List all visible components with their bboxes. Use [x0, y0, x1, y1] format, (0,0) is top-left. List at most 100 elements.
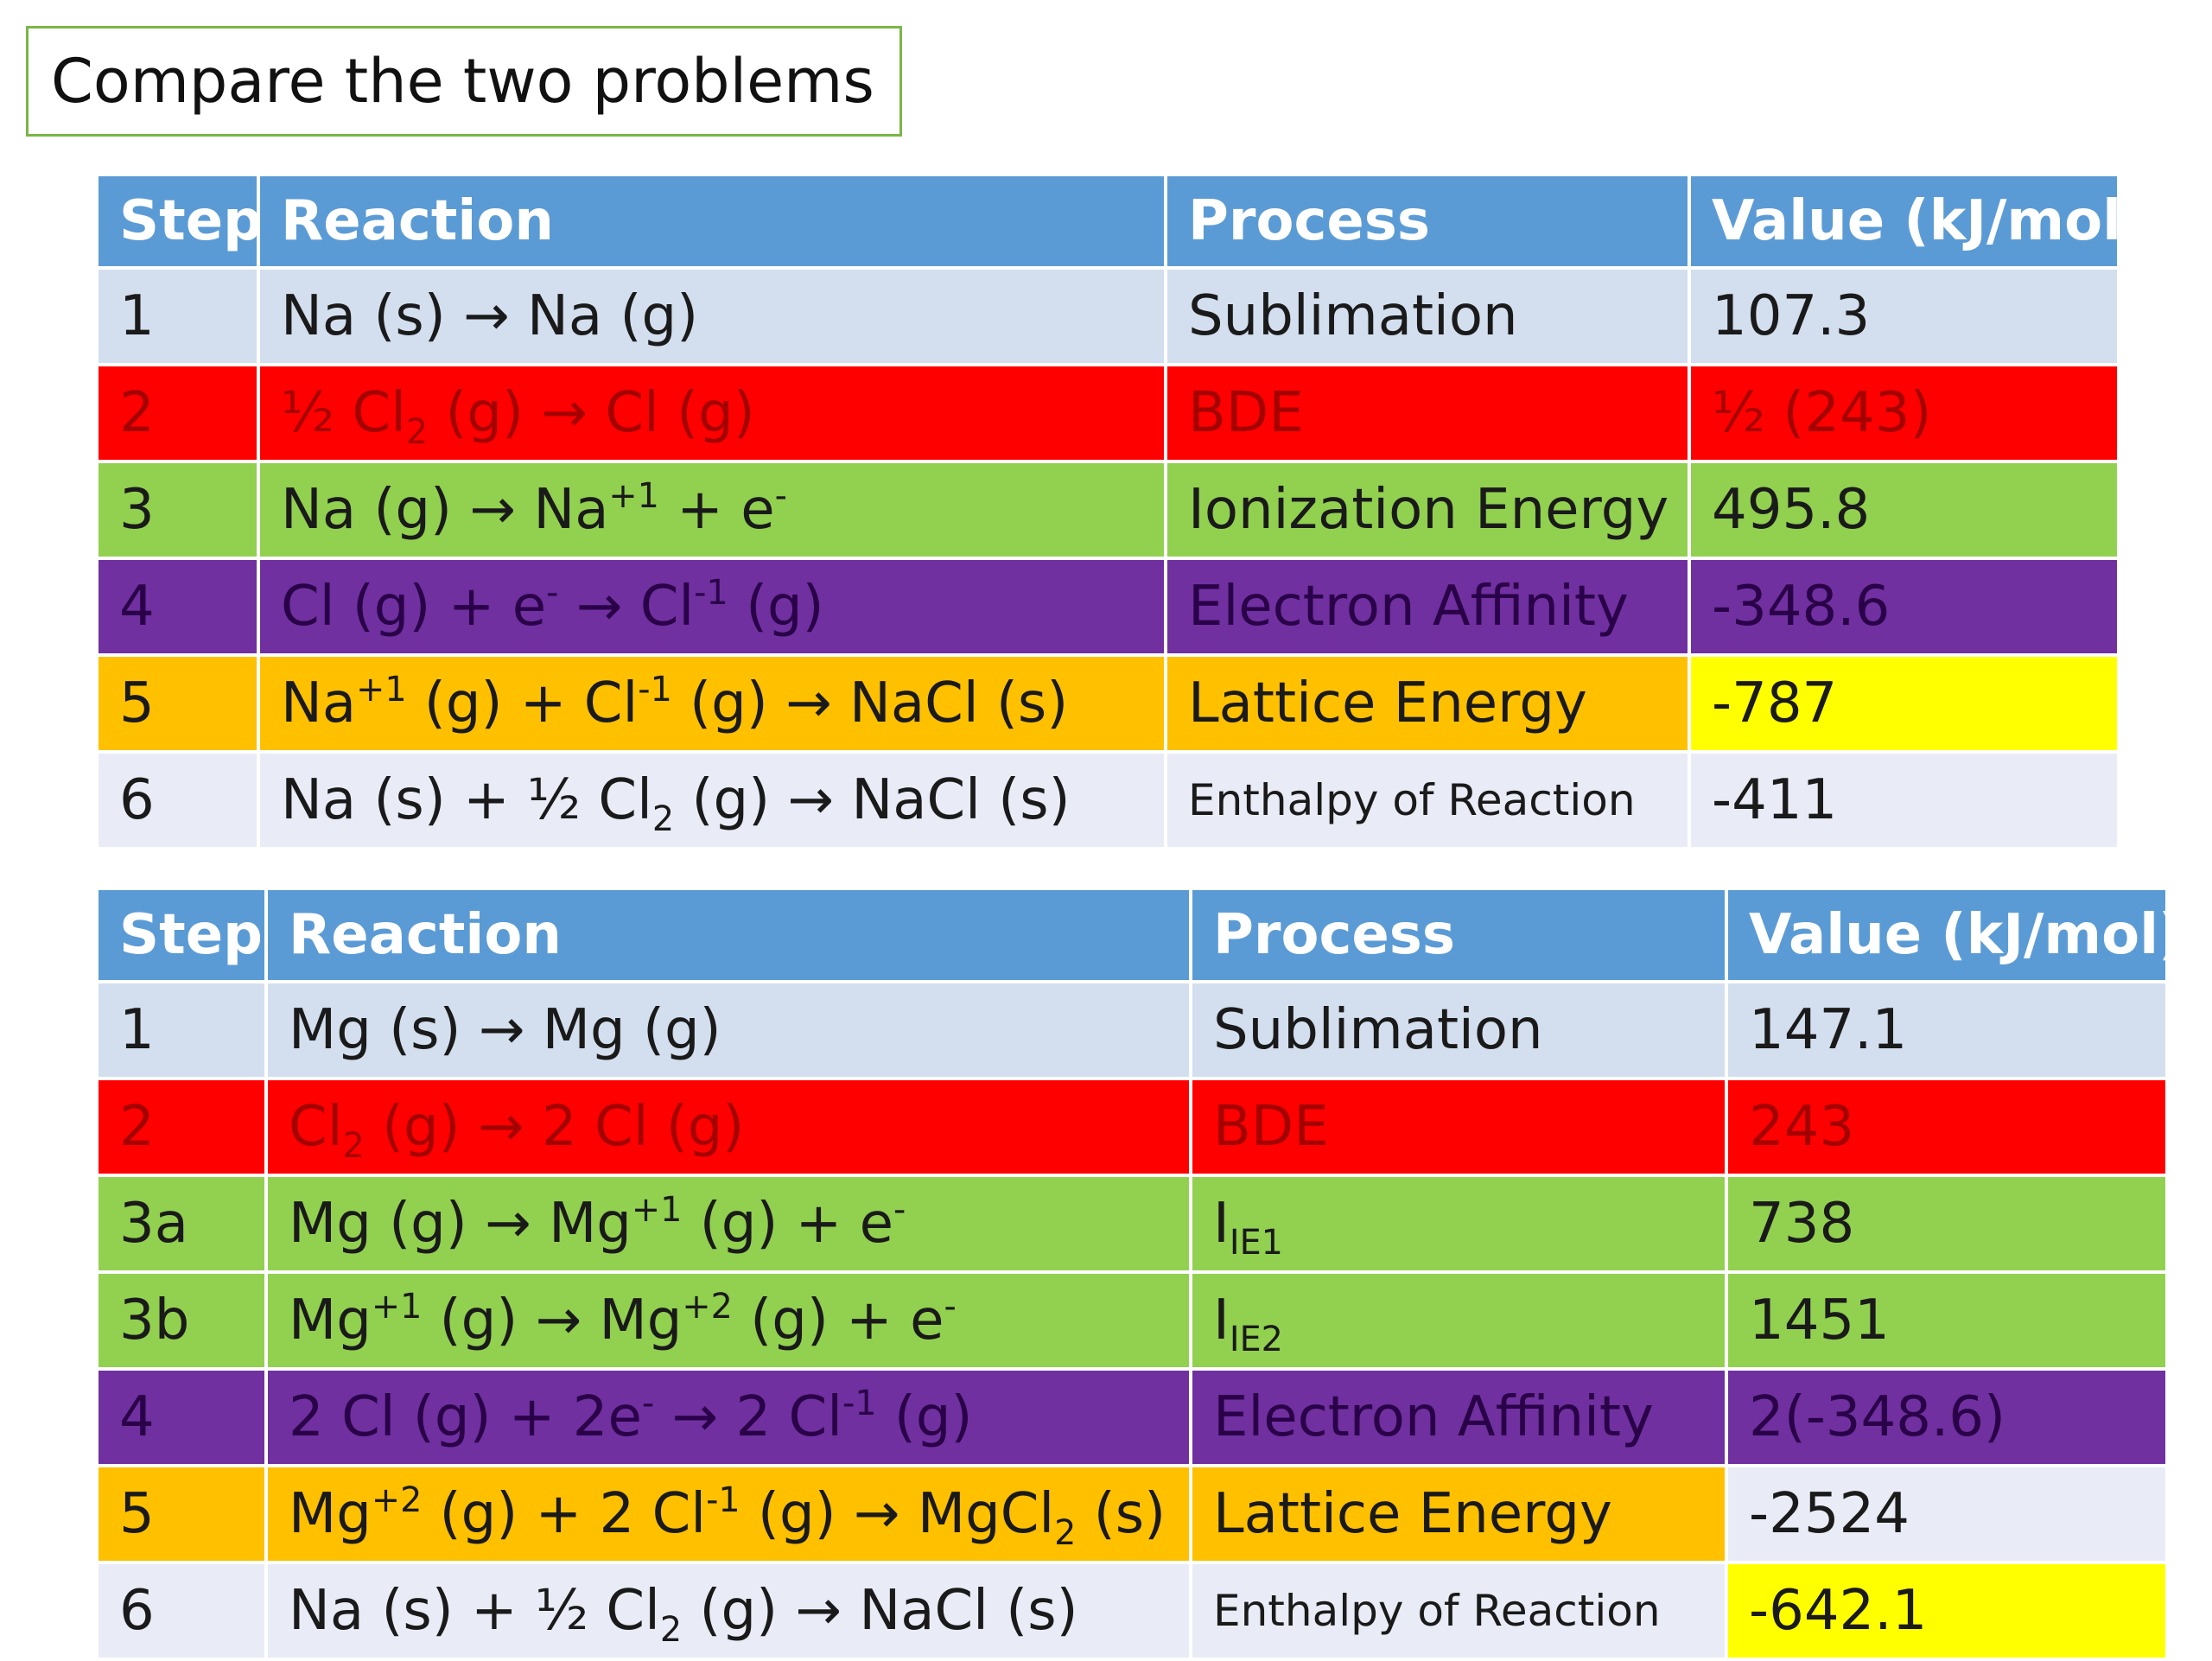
step-cell: 6 [95, 1561, 268, 1661]
superscript: -1 [842, 1384, 877, 1424]
step-cell: 4 [95, 1367, 268, 1467]
step-cell: 3b [95, 1270, 268, 1371]
value-cell: -348.6 [1688, 557, 2120, 657]
process-cell: Lattice Energy [1189, 1464, 1728, 1564]
magnesium-chloride-table: Step Reaction Process Value (kJ/mol) 1 Mg… [95, 887, 2169, 1661]
reaction-text: → Cl [558, 575, 695, 639]
reaction-text: (g) + e [732, 1289, 944, 1352]
reaction-text: + e [658, 478, 775, 542]
superscript: - [546, 573, 559, 614]
reaction-cell: Mg+2 (g) + 2 Cl-1 (g) → MgCl2 (s) [264, 1464, 1192, 1564]
reaction-text: Mg [289, 1289, 372, 1352]
value-cell: 243 [1725, 1077, 2169, 1177]
reaction-text: Mg (s) → Mg (g) [289, 998, 721, 1062]
table-row: 1 Na (s) → Na (g) Sublimation 107.3 [95, 266, 2120, 366]
step-cell: 1 [95, 266, 260, 366]
process-text: Enthalpy of Reaction [1188, 775, 1636, 825]
value-cell: 147.1 [1725, 980, 2169, 1080]
superscript: -1 [638, 670, 672, 710]
process-cell: Enthalpy of Reaction [1189, 1561, 1728, 1661]
reaction-text: → 2 Cl [654, 1385, 843, 1449]
reaction-cell: ½ Cl2 (g) → Cl (g) [257, 363, 1167, 463]
reaction-cell: Na (g) → Na+1 + e- [257, 460, 1167, 560]
superscript: +1 [356, 670, 407, 710]
subscript: 2 [1054, 1512, 1077, 1553]
process-text: Electron Affinity [1188, 575, 1629, 639]
step-cell: 6 [95, 750, 260, 850]
process-cell: Electron Affinity [1164, 557, 1691, 657]
reaction-text: (g) [876, 1385, 973, 1449]
value-cell: 107.3 [1688, 266, 2120, 366]
table-row: 3b Mg+1 (g) → Mg+2 (g) + e- IIE2 1451 [95, 1270, 2169, 1371]
sodium-chloride-table: Step Reaction Process Value (kJ/mol) 1 Na… [95, 173, 2120, 850]
process-text: Electron Affinity [1213, 1385, 1654, 1449]
process-cell: IIE2 [1189, 1270, 1728, 1371]
reaction-text: Na (s) + ½ Cl [289, 1579, 660, 1643]
table-row: 1 Mg (s) → Mg (g) Sublimation 147.1 [95, 980, 2169, 1080]
step-cell: 3 [95, 460, 260, 560]
reaction-cell: Na (s) + ½ Cl2 (g) → NaCl (s) [264, 1561, 1192, 1661]
page-title: Compare the two problems [26, 26, 902, 137]
table-header-row: Step Reaction Process Value (kJ/mol) [95, 173, 2120, 270]
reaction-text: (g) + Cl [406, 671, 639, 735]
table-row: 4 Cl (g) + e- → Cl-1 (g) Electron Affinity… [95, 557, 2120, 657]
reaction-text: Na (s) + ½ Cl [281, 768, 652, 832]
process-cell: BDE [1164, 363, 1691, 463]
superscript: +2 [682, 1287, 733, 1327]
header-value: Value (kJ/mol) [1688, 173, 2120, 270]
subscript: IE2 [1229, 1319, 1283, 1359]
value-cell: -2524 [1725, 1464, 2169, 1564]
value-cell: 1451 [1725, 1270, 2169, 1371]
value-cell: 2(-348.6) [1725, 1367, 2169, 1467]
reaction-text: (g) → NaCl (s) [671, 671, 1069, 735]
reaction-text: (g) + 2 Cl [422, 1482, 707, 1546]
reaction-cell: Na+1 (g) + Cl-1 (g) → NaCl (s) [257, 653, 1167, 754]
process-text: Sublimation [1188, 284, 1518, 348]
header-step: Step [95, 173, 260, 270]
process-cell: Sublimation [1164, 266, 1691, 366]
superscript: +1 [371, 1287, 423, 1327]
reaction-text: (g) [728, 575, 824, 639]
value-cell: 738 [1725, 1174, 2169, 1274]
step-cell: 2 [95, 363, 260, 463]
reaction-text: (g) → Cl (g) [428, 381, 755, 445]
superscript: +2 [371, 1480, 423, 1521]
subscript: 2 [652, 799, 675, 839]
subscript: 2 [659, 1609, 683, 1650]
process-text: BDE [1188, 381, 1304, 445]
superscript: -1 [694, 573, 728, 614]
subscript: 2 [405, 411, 429, 452]
table-row: 6 Na (s) + ½ Cl2 (g) → NaCl (s) Enthalpy o… [95, 750, 2120, 850]
reaction-cell: Mg (s) → Mg (g) [264, 980, 1192, 1080]
step-cell: 4 [95, 557, 260, 657]
subscript: 2 [342, 1125, 365, 1166]
header-reaction: Reaction [264, 887, 1192, 983]
reaction-text: Na [281, 671, 357, 735]
superscript: - [893, 1190, 906, 1231]
subscript: IE1 [1229, 1222, 1283, 1263]
reaction-cell: Mg+1 (g) → Mg+2 (g) + e- [264, 1270, 1192, 1371]
process-text: Ionization Energy [1188, 478, 1669, 542]
reaction-cell: 2 Cl (g) + 2e- → 2 Cl-1 (g) [264, 1367, 1192, 1467]
process-text: Sublimation [1213, 998, 1543, 1062]
process-text: Enthalpy of Reaction [1213, 1586, 1661, 1636]
reaction-text: 2 Cl (g) + 2e [289, 1385, 642, 1449]
header-step: Step [95, 887, 268, 983]
reaction-cell: Mg (g) → Mg+1 (g) + e- [264, 1174, 1192, 1274]
reaction-text: Na (g) → Na [281, 478, 609, 542]
table-row: 5 Na+1 (g) + Cl-1 (g) → NaCl (s) Lattice … [95, 653, 2120, 754]
superscript: +1 [608, 476, 659, 517]
process-cell: BDE [1189, 1077, 1728, 1177]
reaction-text: (g) → 2 Cl (g) [364, 1095, 745, 1159]
process-cell: Enthalpy of Reaction [1164, 750, 1691, 850]
value-cell: -411 [1688, 750, 2120, 850]
superscript: - [944, 1287, 957, 1327]
reaction-text: Mg [289, 1482, 372, 1546]
superscript: - [774, 476, 787, 517]
reaction-text: Mg (g) → Mg [289, 1192, 632, 1256]
superscript: -1 [706, 1480, 741, 1521]
process-text: I [1213, 1289, 1230, 1352]
reaction-text: (s) [1076, 1482, 1166, 1546]
